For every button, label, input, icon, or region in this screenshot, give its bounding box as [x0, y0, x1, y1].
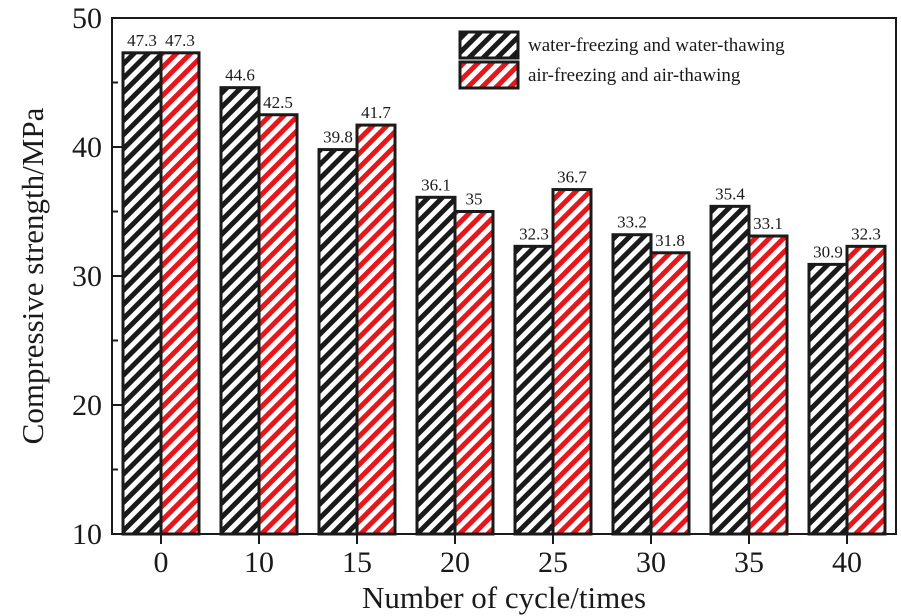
bar-air-freezing-15: [355, 123, 397, 536]
bar-water-freezing-40: [807, 262, 849, 536]
x-tick-label-0: 0: [154, 546, 169, 579]
data-label-water-freezing-10: 44.6: [225, 66, 255, 85]
data-label-air-freezing-40: 32.3: [851, 224, 881, 243]
data-label-air-freezing-0: 47.3: [165, 31, 195, 50]
y-tick-label-40: 40: [72, 131, 102, 164]
x-tick-label-40: 40: [832, 546, 862, 579]
bar-air-freezing-10: [257, 113, 299, 536]
data-label-water-freezing-0: 47.3: [127, 31, 157, 50]
data-label-air-freezing-20: 35: [466, 190, 483, 209]
bar-water-freezing-0: [121, 51, 163, 536]
bar-air-freezing-25: [551, 188, 593, 536]
bars-group: [121, 51, 887, 536]
bar-water-freezing-20: [415, 195, 457, 536]
y-tick-label-20: 20: [72, 389, 102, 422]
data-label-air-freezing-35: 33.1: [753, 214, 783, 233]
data-label-water-freezing-40: 30.9: [813, 242, 843, 261]
legend-swatch-water-freezing: [458, 30, 520, 60]
x-tick-label-10: 10: [244, 546, 274, 579]
bar-air-freezing-20: [453, 210, 495, 536]
y-tick-label-50: 50: [72, 2, 102, 35]
y-tick-label-30: 30: [72, 260, 102, 293]
data-label-water-freezing-25: 32.3: [519, 224, 549, 243]
bar-water-freezing-10: [219, 86, 261, 536]
x-axis-title: Number of cycle/times: [362, 580, 646, 615]
x-tick-label-20: 20: [440, 546, 470, 579]
y-axis-title: Compressive strength/MPa: [15, 107, 50, 444]
legend: water-freezing and water-thawing air-fre…: [458, 30, 785, 90]
bar-air-freezing-30: [649, 251, 691, 536]
y-tick-label-10: 10: [72, 518, 102, 551]
bar-water-freezing-35: [709, 204, 751, 536]
bar-water-freezing-25: [513, 244, 555, 536]
data-label-water-freezing-15: 39.8: [323, 128, 353, 147]
data-label-air-freezing-30: 31.8: [655, 231, 685, 250]
data-label-air-freezing-10: 42.5: [263, 93, 293, 112]
data-label-air-freezing-25: 36.7: [557, 168, 587, 187]
bar-water-freezing-30: [611, 233, 653, 536]
bar-water-freezing-15: [317, 148, 359, 536]
x-axis-ticks: 0 10 15 20 25 30 35 40: [154, 534, 862, 579]
data-label-water-freezing-35: 35.4: [715, 184, 745, 203]
legend-swatch-air-freezing: [458, 60, 520, 90]
data-label-air-freezing-15: 41.7: [361, 103, 391, 122]
legend-label-air-freezing: air-freezing and air-thawing: [528, 65, 741, 86]
bar-air-freezing-0: [159, 51, 201, 536]
x-tick-label-35: 35: [734, 546, 764, 579]
bar-air-freezing-35: [747, 234, 789, 536]
value-labels-group: 47.3 47.3 44.6 42.5 39.8 41.7 36.1 35 32.3 36.7 33…: [127, 31, 881, 262]
x-tick-label-30: 30: [636, 546, 666, 579]
x-tick-label-15: 15: [342, 546, 372, 579]
data-label-water-freezing-30: 33.2: [617, 213, 647, 232]
y-axis-ticks: 10 20 30 40 50: [72, 2, 122, 551]
x-tick-label-25: 25: [538, 546, 568, 579]
bar-air-freezing-40: [845, 244, 887, 536]
legend-label-water-freezing: water-freezing and water-thawing: [528, 35, 785, 56]
data-label-water-freezing-20: 36.1: [421, 175, 451, 194]
